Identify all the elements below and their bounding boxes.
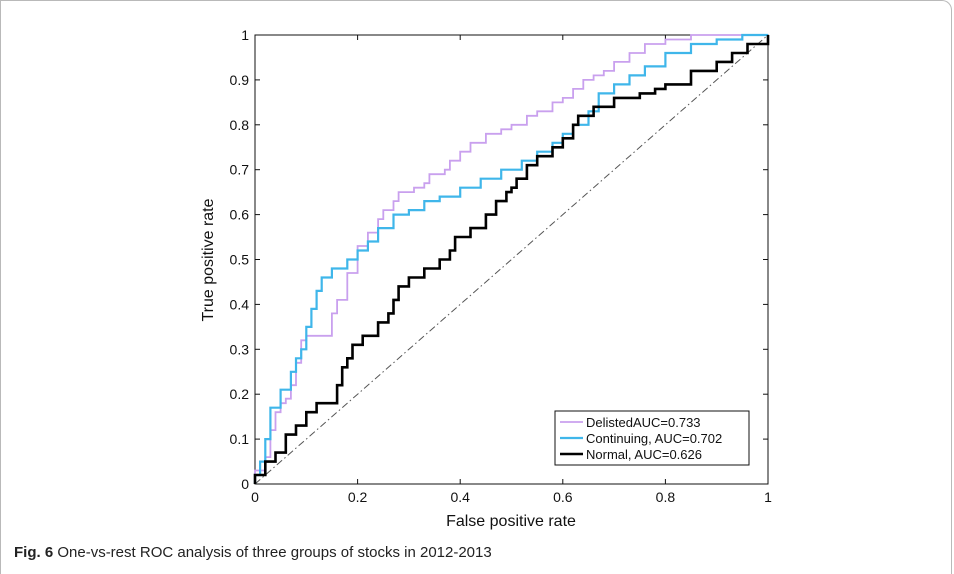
roc-chart: 0 0.2 0.4 0.6 0.8 1 0 0.1 0.2 0.3 0.4 0.5 0.6 0.7 0.8 0… (200, 27, 773, 530)
x-axis-label: False positive rate (446, 513, 576, 530)
figure-caption: Fig. 6 One-vs-rest ROC analysis of three… (14, 544, 492, 561)
y-tick-label: 0.7 (230, 162, 250, 178)
y-tick-label: 1 (241, 27, 249, 43)
legend-entry-0: DelistedAUC=0.733 (586, 415, 701, 430)
x-tick-label: 0.6 (553, 489, 573, 505)
series-line-0 (254, 34, 768, 484)
series-lines (253, 33, 770, 484)
x-tick-label: 0.2 (348, 489, 368, 505)
y-tick-label: 0 (241, 476, 249, 492)
y-tick-label: 0.9 (230, 72, 250, 88)
diagonal-line (254, 34, 769, 485)
legend-entry-2: Normal, AUC=0.626 (586, 447, 702, 462)
x-tick-label: 0 (251, 489, 259, 505)
x-tick-label: 0.8 (656, 489, 676, 505)
x-tick-label: 1 (764, 489, 772, 505)
figure-label: Fig. 6 (14, 544, 54, 561)
x-tick-label: 0.4 (450, 489, 470, 505)
y-tick-label: 0.3 (230, 341, 250, 357)
legend-entry-1: Continuing, AUC=0.702 (586, 431, 722, 446)
diagonal-reference (254, 34, 769, 485)
axes: 0 0.2 0.4 0.6 0.8 1 0 0.1 0.2 0.3 0.4 0.5 0.6 0.7 0.8 0… (230, 27, 773, 505)
y-tick-label: 0.6 (230, 207, 250, 223)
y-axis-label: True positive rate (200, 198, 217, 321)
series-line-1 (253, 33, 768, 484)
y-tick-label: 0.1 (230, 431, 250, 447)
y-tick-label: 0.5 (230, 252, 250, 268)
y-tick-label: 0.8 (230, 117, 250, 133)
legend-box (554, 410, 750, 466)
y-tick-label: 0.4 (230, 296, 250, 312)
figure-caption-text: One-vs-rest ROC analysis of three groups… (57, 544, 492, 561)
y-tick-label: 0.2 (230, 386, 250, 402)
series-line-2 (253, 35, 770, 484)
